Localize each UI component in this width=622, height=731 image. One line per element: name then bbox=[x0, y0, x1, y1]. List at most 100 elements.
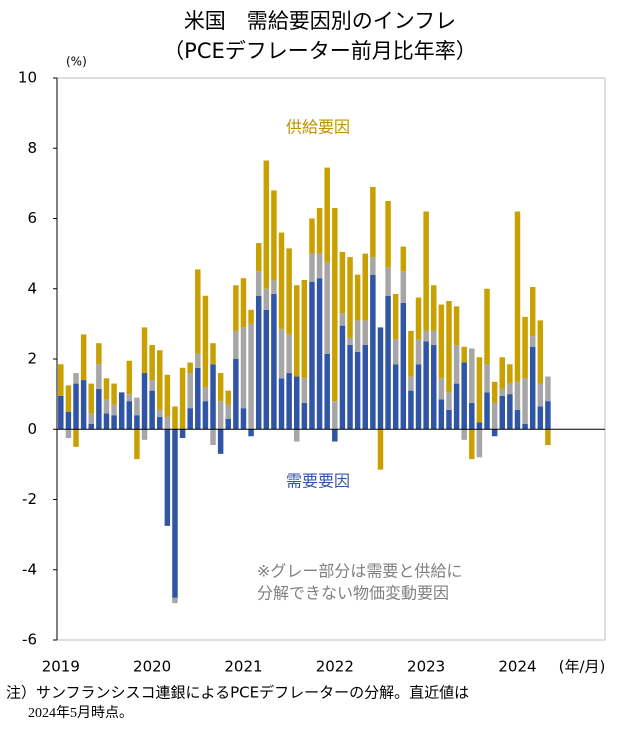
bar-segment bbox=[377, 327, 384, 430]
bar-segment bbox=[263, 160, 270, 289]
bar-segment bbox=[529, 336, 536, 347]
bar-segment bbox=[446, 301, 452, 393]
bar-segment bbox=[225, 418, 231, 430]
bar-segment bbox=[522, 378, 528, 424]
bar-segment bbox=[415, 364, 422, 430]
bar-segment bbox=[294, 376, 300, 430]
footnote: 注）サンフランシスコ連銀によるPCEデフレーターの分解。直近値は bbox=[6, 684, 469, 702]
x-tick-label: 2020 bbox=[133, 658, 171, 676]
bar-segment bbox=[233, 330, 239, 359]
bar-segment bbox=[65, 411, 72, 430]
bar-segment bbox=[431, 344, 437, 430]
bar-segment bbox=[370, 274, 376, 430]
bar-segment bbox=[507, 364, 513, 384]
annotation: ※グレー部分は需要と供給に bbox=[257, 562, 462, 581]
y-tick-label: -4 bbox=[22, 560, 37, 578]
bar-segment bbox=[324, 262, 330, 354]
bar-segment bbox=[370, 186, 376, 258]
y-tick-label: -2 bbox=[22, 490, 37, 508]
bar-segment bbox=[461, 346, 467, 363]
bar-segment bbox=[255, 295, 262, 430]
bar-segment bbox=[187, 373, 193, 409]
bar-segment bbox=[210, 429, 216, 446]
bar-segment bbox=[324, 167, 330, 263]
bar-segment bbox=[96, 364, 102, 389]
bar-segment bbox=[195, 353, 201, 368]
bar-segment bbox=[438, 378, 445, 400]
bar-segment bbox=[339, 251, 346, 314]
bar-segment bbox=[255, 271, 262, 296]
bar-segment bbox=[103, 399, 110, 414]
bar-segment bbox=[278, 329, 285, 379]
bar-segment bbox=[354, 320, 361, 352]
bar-segment bbox=[453, 383, 460, 430]
bar-segment bbox=[65, 429, 72, 439]
bar-segment bbox=[96, 388, 102, 430]
bar-segment bbox=[278, 378, 285, 430]
bar-segment bbox=[80, 380, 87, 430]
bar-segment bbox=[217, 401, 224, 430]
bar-segment bbox=[339, 325, 346, 430]
bar-segment bbox=[157, 416, 163, 430]
bar-segment bbox=[461, 429, 467, 440]
bar-segment bbox=[202, 401, 209, 430]
bar-segment bbox=[491, 381, 498, 403]
bar-segment bbox=[347, 257, 353, 338]
bar-segment bbox=[514, 381, 521, 410]
bar-segment bbox=[126, 360, 133, 395]
bar-segment bbox=[103, 378, 110, 400]
bar-segment bbox=[377, 429, 384, 470]
x-tick-label: 2024 bbox=[498, 658, 536, 676]
bar-segment bbox=[141, 429, 148, 440]
y-tick-label: 6 bbox=[27, 209, 37, 227]
bar-segment bbox=[248, 309, 254, 324]
bar-segment bbox=[514, 211, 521, 382]
bar-segment bbox=[385, 200, 391, 268]
bar-segment bbox=[141, 373, 148, 430]
bar-segment bbox=[408, 390, 414, 430]
bar-segment bbox=[210, 343, 216, 365]
bar-segment bbox=[309, 253, 315, 282]
bar-segment bbox=[446, 392, 452, 410]
bar-segment bbox=[332, 401, 338, 430]
bar-segment bbox=[400, 302, 407, 430]
bar-segment bbox=[545, 401, 551, 430]
bar-segment bbox=[392, 364, 399, 430]
bar-segment bbox=[195, 367, 201, 430]
bar-segment bbox=[446, 409, 452, 430]
bar-segment bbox=[408, 330, 414, 377]
bar-segment bbox=[179, 429, 186, 439]
bar-segment bbox=[96, 343, 102, 365]
bar-segment bbox=[134, 415, 140, 430]
bar-segment bbox=[339, 313, 346, 326]
bar-segment bbox=[217, 373, 224, 402]
bar-segment bbox=[537, 320, 544, 384]
bar-segment bbox=[469, 348, 475, 403]
bar-segment bbox=[354, 351, 361, 430]
bar-segment bbox=[210, 364, 216, 430]
bar-segment bbox=[301, 378, 308, 403]
bar-segment bbox=[286, 248, 292, 335]
bar-segment bbox=[233, 359, 239, 430]
bar-segment bbox=[58, 364, 64, 396]
bar-segment bbox=[240, 278, 247, 328]
bar-segment bbox=[537, 383, 544, 407]
bar-segment bbox=[164, 416, 171, 430]
bar-segment bbox=[111, 404, 117, 416]
bar-segment bbox=[415, 339, 422, 365]
chart-title: （PCEデフレーター前月比年率） bbox=[163, 39, 477, 63]
bar-segment bbox=[141, 327, 148, 374]
bar-segment bbox=[476, 429, 483, 458]
bar-segment bbox=[286, 334, 292, 374]
bar-segment bbox=[316, 253, 323, 279]
bar-segment bbox=[111, 383, 117, 405]
bar-segment bbox=[385, 267, 391, 296]
bar-segment bbox=[233, 285, 239, 331]
bar-segment bbox=[309, 218, 315, 254]
bar-segment bbox=[415, 297, 422, 340]
bar-segment bbox=[522, 316, 528, 379]
bar-segment bbox=[347, 344, 353, 430]
bar-segment bbox=[164, 429, 171, 526]
bar-segment bbox=[332, 429, 338, 442]
y-tick-label: 8 bbox=[27, 139, 37, 157]
